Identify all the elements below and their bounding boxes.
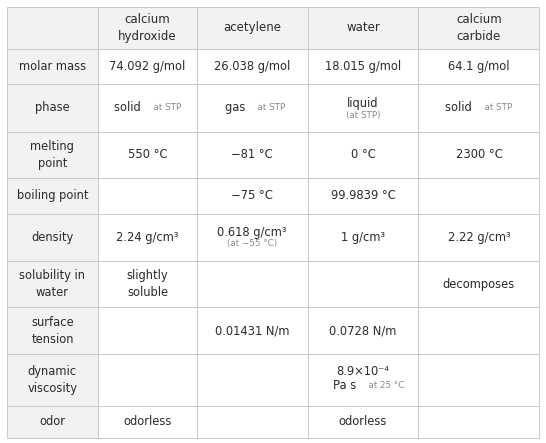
Bar	[418, 354, 539, 406]
Bar	[418, 178, 539, 214]
Bar	[307, 132, 418, 178]
Text: gas: gas	[224, 101, 252, 114]
Bar	[98, 7, 197, 49]
Text: 64.1 g/mol: 64.1 g/mol	[448, 60, 510, 73]
Text: 0 °C: 0 °C	[351, 148, 376, 161]
Bar	[197, 7, 307, 49]
Text: at STP: at STP	[147, 103, 181, 113]
Bar	[7, 7, 98, 49]
Text: dynamic
viscosity: dynamic viscosity	[27, 365, 78, 395]
Bar	[307, 84, 418, 132]
Bar	[98, 354, 197, 406]
Bar	[418, 261, 539, 307]
Text: at STP: at STP	[252, 103, 286, 113]
Text: solid: solid	[445, 101, 479, 114]
Bar	[98, 49, 197, 84]
Bar	[98, 307, 197, 354]
Text: decomposes: decomposes	[443, 278, 515, 291]
Text: acetylene: acetylene	[223, 21, 281, 34]
Text: at STP: at STP	[479, 103, 512, 113]
Text: (at STP): (at STP)	[346, 111, 381, 120]
Text: Pa s: Pa s	[333, 379, 363, 392]
Text: odorless: odorless	[123, 415, 171, 428]
Bar	[197, 354, 307, 406]
Bar	[7, 307, 98, 354]
Text: at 25 °C: at 25 °C	[363, 381, 405, 390]
Text: 0.618 g/cm³: 0.618 g/cm³	[217, 225, 287, 238]
Text: density: density	[31, 231, 74, 244]
Bar	[418, 49, 539, 84]
Text: 2300 °C: 2300 °C	[455, 148, 502, 161]
Bar	[7, 354, 98, 406]
Text: 99.9839 °C: 99.9839 °C	[331, 189, 395, 202]
Bar	[7, 49, 98, 84]
Bar	[7, 214, 98, 261]
Bar	[197, 307, 307, 354]
Bar	[98, 406, 197, 438]
Text: 0.01431 N/m: 0.01431 N/m	[215, 324, 289, 337]
Bar	[197, 49, 307, 84]
Bar	[197, 261, 307, 307]
Bar	[197, 132, 307, 178]
Bar	[197, 178, 307, 214]
Text: 18.015 g/mol: 18.015 g/mol	[325, 60, 401, 73]
Text: solid: solid	[114, 101, 147, 114]
Bar	[307, 307, 418, 354]
Text: molar mass: molar mass	[19, 60, 86, 73]
Text: −81 °C: −81 °C	[232, 148, 273, 161]
Bar	[197, 84, 307, 132]
Text: calcium
hydroxide: calcium hydroxide	[118, 13, 177, 43]
Bar	[418, 84, 539, 132]
Bar	[7, 406, 98, 438]
Bar	[307, 261, 418, 307]
Bar	[418, 214, 539, 261]
Text: (at −55 °C): (at −55 °C)	[227, 239, 277, 249]
Bar	[307, 7, 418, 49]
Text: surface
tension: surface tension	[31, 316, 74, 346]
Bar	[418, 406, 539, 438]
Text: 26.038 g/mol: 26.038 g/mol	[214, 60, 290, 73]
Bar	[7, 132, 98, 178]
Bar	[418, 307, 539, 354]
Bar	[418, 132, 539, 178]
Bar	[197, 214, 307, 261]
Text: 8.9×10⁻⁴: 8.9×10⁻⁴	[337, 365, 389, 378]
Bar	[98, 261, 197, 307]
Bar	[307, 406, 418, 438]
Bar	[98, 84, 197, 132]
Bar	[197, 406, 307, 438]
Text: slightly
soluble: slightly soluble	[127, 269, 168, 299]
Text: phase: phase	[35, 101, 70, 114]
Bar	[7, 178, 98, 214]
Bar	[307, 49, 418, 84]
Bar	[98, 132, 197, 178]
Text: 550 °C: 550 °C	[128, 148, 167, 161]
Text: odorless: odorless	[339, 415, 387, 428]
Bar	[7, 84, 98, 132]
Text: odor: odor	[39, 415, 66, 428]
Bar	[98, 214, 197, 261]
Text: water: water	[346, 21, 380, 34]
Text: 1 g/cm³: 1 g/cm³	[341, 231, 385, 244]
Text: 2.24 g/cm³: 2.24 g/cm³	[116, 231, 179, 244]
Bar	[98, 178, 197, 214]
Text: 2.22 g/cm³: 2.22 g/cm³	[448, 231, 511, 244]
Bar	[307, 178, 418, 214]
Text: calcium
carbide: calcium carbide	[456, 13, 502, 43]
Text: −75 °C: −75 °C	[232, 189, 273, 202]
Text: solubility in
water: solubility in water	[19, 269, 85, 299]
Bar	[307, 354, 418, 406]
Text: melting
point: melting point	[31, 140, 74, 170]
Bar	[7, 261, 98, 307]
Bar	[307, 214, 418, 261]
Bar	[418, 7, 539, 49]
Text: boiling point: boiling point	[16, 189, 88, 202]
Text: liquid: liquid	[347, 97, 379, 110]
Text: 0.0728 N/m: 0.0728 N/m	[329, 324, 397, 337]
Text: 74.092 g/mol: 74.092 g/mol	[109, 60, 186, 73]
